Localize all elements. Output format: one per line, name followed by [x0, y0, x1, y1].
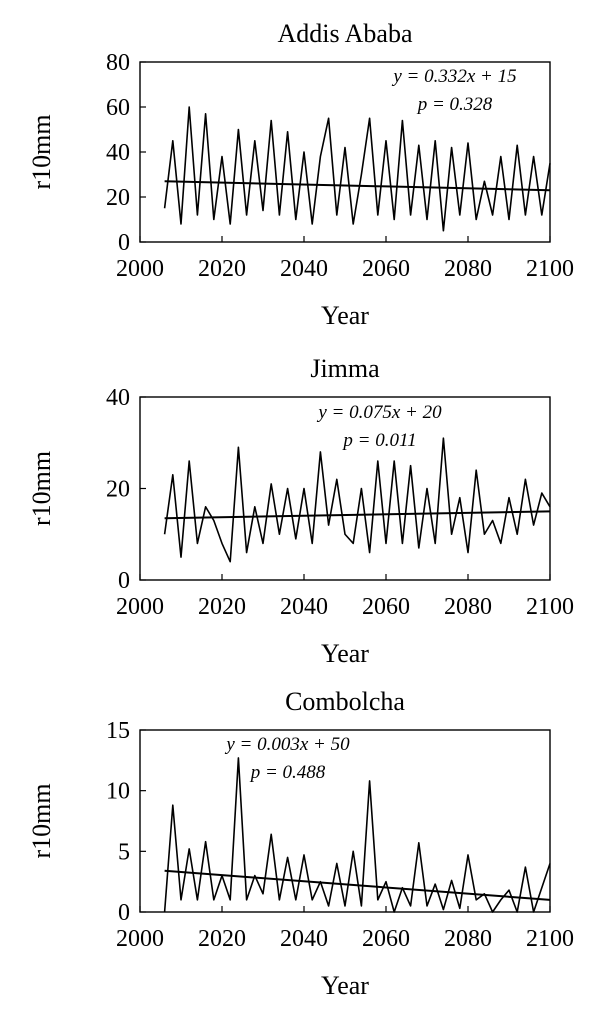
annotation: y = 0.003x + 50 — [224, 734, 350, 755]
y-tick-label: 10 — [106, 779, 130, 805]
data-line — [163, 437, 551, 563]
y-tick-label: 0 — [118, 230, 130, 256]
x-axis-label: Year — [321, 639, 369, 668]
annotation: p = 0.011 — [341, 430, 416, 451]
plot-frame — [139, 729, 551, 913]
annotation: y = 0.332x + 15 — [391, 66, 516, 87]
y-axis-label: r10mm — [27, 451, 56, 526]
annotation: y = 0.075x + 20 — [316, 402, 442, 423]
x-tick-label: 2100 — [526, 594, 574, 620]
y-tick-label: 0 — [118, 900, 130, 926]
x-tick-label: 2020 — [198, 256, 246, 282]
y-tick-label: 0 — [118, 568, 130, 594]
x-tick-label: 2100 — [526, 926, 574, 952]
x-tick-label: 2040 — [280, 926, 328, 952]
x-tick-label: 2080 — [444, 926, 492, 952]
y-tick-label: 80 — [106, 50, 130, 76]
x-tick-label: 2020 — [198, 594, 246, 620]
x-tick-label: 2000 — [116, 926, 164, 952]
x-tick-label: 2060 — [362, 594, 410, 620]
x-axis-label: Year — [321, 971, 369, 1000]
chart-title: Combolcha — [285, 687, 405, 716]
x-tick-label: 2100 — [526, 256, 574, 282]
trend-line — [164, 510, 551, 520]
x-axis-label: Year — [321, 301, 369, 330]
x-tick-label: 2000 — [116, 256, 164, 282]
x-tick-label: 2060 — [362, 256, 410, 282]
x-tick-label: 2060 — [362, 926, 410, 952]
x-tick-label: 2040 — [280, 594, 328, 620]
plot-frame — [139, 61, 551, 243]
data-line — [163, 757, 551, 913]
y-tick-label: 60 — [106, 95, 130, 121]
y-tick-label: 20 — [106, 185, 130, 211]
x-tick-label: 2000 — [116, 594, 164, 620]
x-tick-label: 2040 — [280, 256, 328, 282]
y-axis-label: r10mm — [27, 114, 56, 189]
chart-title: Addis Ababa — [277, 19, 413, 48]
trend-line — [164, 180, 551, 192]
annotation: p = 0.488 — [249, 762, 326, 783]
x-tick-label: 2080 — [444, 594, 492, 620]
annotation: p = 0.328 — [416, 94, 493, 115]
y-tick-label: 40 — [106, 385, 130, 411]
y-tick-label: 5 — [118, 839, 130, 865]
chart-title: Jimma — [310, 354, 380, 383]
y-tick-label: 20 — [106, 477, 130, 503]
x-tick-label: 2080 — [444, 256, 492, 282]
plot-frame — [139, 396, 551, 581]
y-tick-label: 15 — [106, 718, 130, 744]
x-tick-label: 2020 — [198, 926, 246, 952]
y-tick-label: 40 — [106, 140, 130, 166]
trend-line — [164, 869, 551, 901]
data-line — [163, 106, 551, 232]
y-axis-label: r10mm — [27, 783, 56, 858]
